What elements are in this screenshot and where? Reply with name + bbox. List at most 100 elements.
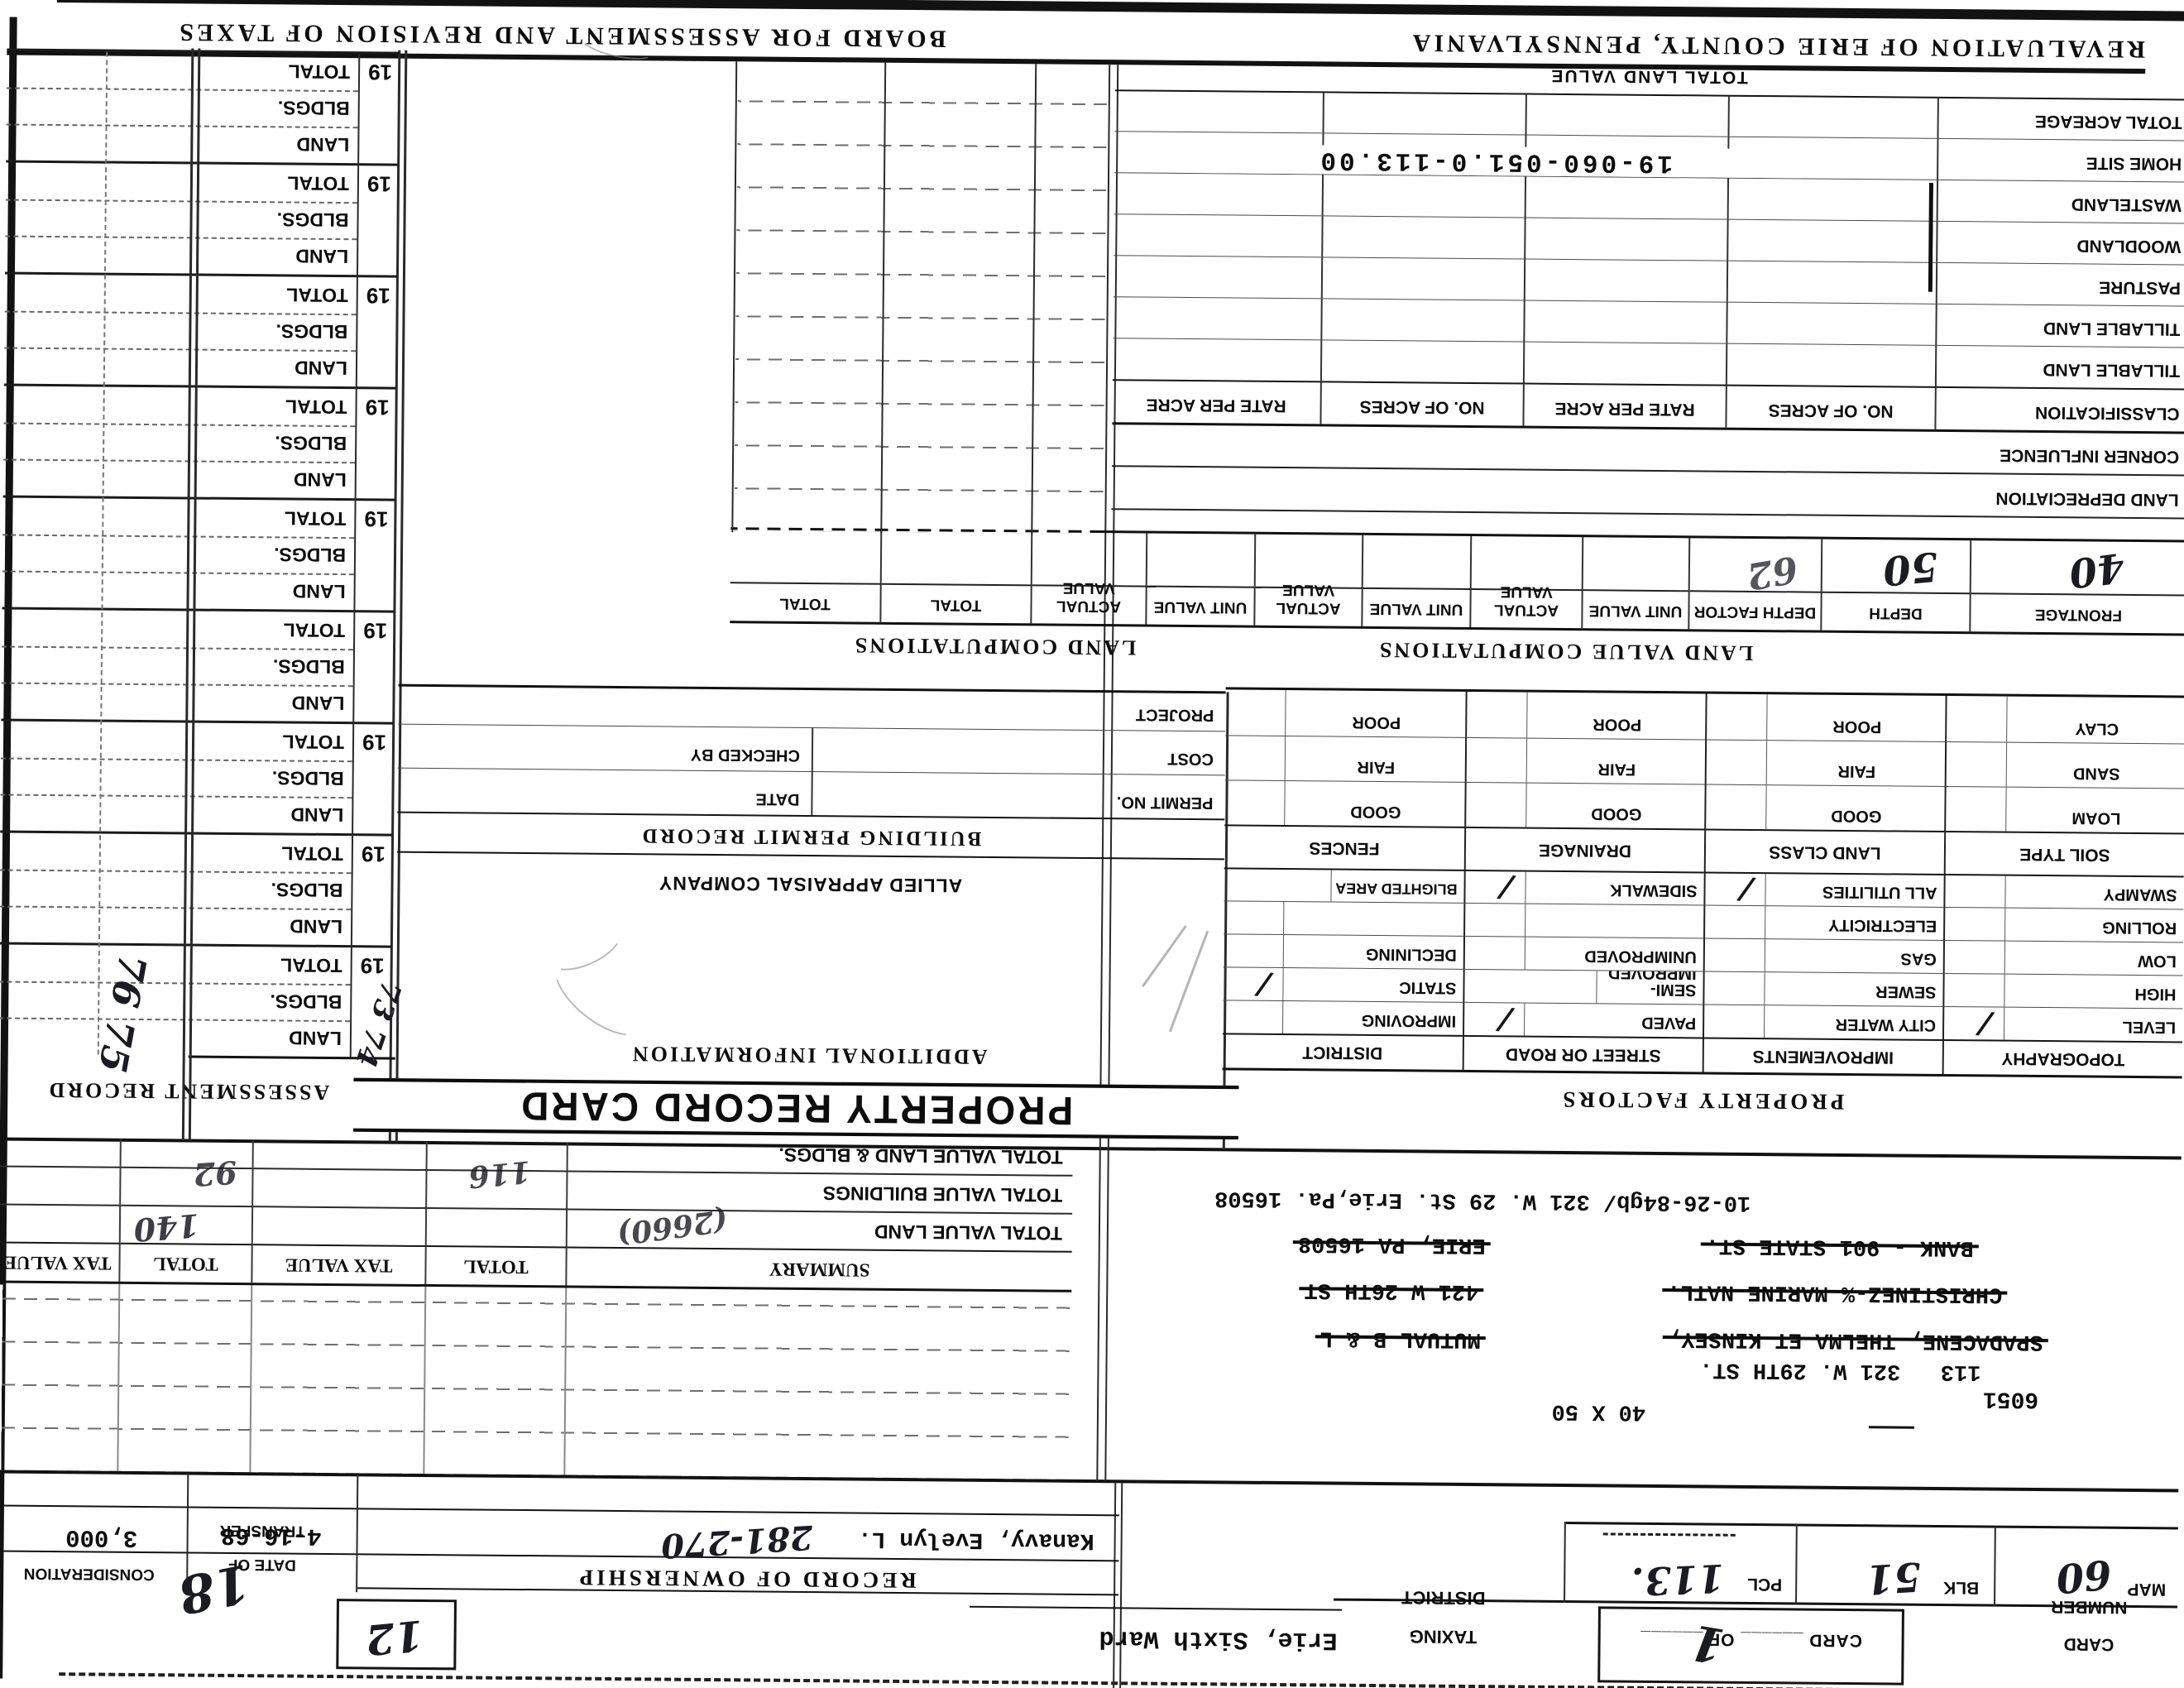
assessment-row: BLDGS. <box>1 645 354 686</box>
soil-cell: FAIR <box>1464 736 1706 784</box>
pf-cell: IMPROVING <box>1223 1000 1463 1035</box>
summary-header: TAX VALUE <box>0 1241 121 1282</box>
check-mark: / <box>1497 869 1515 905</box>
soil-checkbox <box>1707 693 1768 741</box>
rule <box>1564 1522 1566 1604</box>
year-prefix: 19 <box>366 171 392 197</box>
lvc-header: ACTUAL VALUE <box>1471 583 1583 629</box>
assessment-blocks: 19 LAND BLDGS. TOTAL 19 LAND BLDGS. TOTA… <box>0 48 400 1057</box>
barcode <box>1213 176 1934 292</box>
assessment-row: TOTAL <box>6 163 357 203</box>
classification-header: NO. OF ACRES <box>1727 384 1937 429</box>
classification-cell <box>1525 300 1728 343</box>
assessment-row-label: TOTAL <box>284 507 347 530</box>
assessment-row: TOTAL <box>3 386 355 426</box>
soil-value: GOOD <box>1831 806 1882 826</box>
lvc-cell <box>881 530 1033 585</box>
pf-item-label: PAVED <box>1641 1013 1697 1033</box>
pf-cell: LOW <box>1942 939 2184 976</box>
assessment-row-label: TOTAL <box>285 396 347 419</box>
pf-item-label: SWAMPY <box>2103 885 2177 904</box>
classification-row-label: HOME SITE <box>1938 137 2184 182</box>
soil-header: LAND CLASS <box>1703 828 1945 874</box>
consideration-value: 3,000 <box>65 1523 138 1551</box>
owner-history-name: CHRISTINEZ-% MARINE NATL. <box>1667 1278 2003 1307</box>
pf-col-header: IMPROVEMENTS <box>1702 1037 1942 1074</box>
classification-cell <box>1324 91 1527 135</box>
year-prefix: 19 <box>364 506 389 532</box>
soil-header: SOIL TYPE <box>1943 830 2184 876</box>
land-computations-title: LAND COMPUTATIONS <box>852 633 1137 660</box>
pf-item-label: SEWER <box>1875 982 1937 1001</box>
assessment-row: BLDGS. <box>0 869 352 909</box>
current-owner-line: 10-26-84gb/ 321 W. 29 St. Erie,Pa. 16508 <box>1214 1185 1751 1215</box>
pf-cell: SEWER <box>1703 971 1943 1006</box>
lvc-header: DEPTH <box>1822 591 1971 632</box>
soil-value: FAIR <box>1597 760 1636 779</box>
soil-value: CLAY <box>2075 719 2119 738</box>
year-prefix: 19 <box>365 395 390 420</box>
stamp-value: 12 <box>363 1610 426 1665</box>
pf-item-label: DECLINING <box>1365 944 1457 964</box>
pf-item-label: BLIGHTED AREA <box>1335 880 1458 898</box>
pf-checkbox <box>1944 974 2005 1007</box>
soil-checkbox <box>1225 689 1286 736</box>
assessment-row-label: LAND <box>293 468 347 492</box>
appraisal-company: ALLIED APPRAISAL COMPANY <box>658 872 963 897</box>
owner-history-name: BANK - 901 STATE ST. <box>1705 1232 1974 1260</box>
summary-cell <box>0 1203 122 1243</box>
year-prefix: 19 <box>360 953 385 979</box>
soil-value: GOOD <box>1350 802 1401 822</box>
soil-value: FAIR <box>1837 761 1876 781</box>
soil-checkbox <box>1946 742 2008 787</box>
assessment-row-label: LAND <box>294 357 348 380</box>
classification-cell <box>1114 89 1324 133</box>
soil-value: LOAM <box>2071 808 2121 827</box>
building-permit-table: BUILDING PERMIT RECORD PERMIT NO. DATE C… <box>396 683 1226 861</box>
assessment-row-label: TOTAL <box>288 60 351 84</box>
pf-cell: GAS <box>1703 938 1944 973</box>
pf-checkbox <box>1223 1000 1284 1034</box>
lvc-header: TOTAL <box>881 583 1032 624</box>
assessment-row: TOTAL <box>7 51 358 91</box>
owner-history-addr: 421 W 26TH ST <box>1304 1277 1479 1304</box>
permit-cost-cell: COST <box>811 727 1226 775</box>
assessment-row-label: LAND <box>295 245 349 268</box>
depth-factor-value: 62 <box>1743 547 1801 597</box>
pf-checkbox <box>1945 875 2006 908</box>
soil-cell: FAIR <box>1224 735 1466 782</box>
depth-value: 50 <box>1880 542 1941 594</box>
pf-cell: SIDEWALK / <box>1463 869 1704 905</box>
pf-cell: DECLINING <box>1223 933 1464 969</box>
assessment-year-block: 19 LAND BLDGS. TOTAL <box>2 383 396 499</box>
permit-date-cell: DATE <box>397 767 812 816</box>
assessment-row-label: TOTAL <box>286 284 348 307</box>
rule <box>1565 1522 2178 1530</box>
lvc-header: ACTUAL VALUE <box>1032 579 1147 625</box>
assessment-row-label: LAND <box>290 803 344 827</box>
banner-board: BOARD FOR ASSESSMENT AND REVISION OF TAX… <box>176 18 946 53</box>
classification-cell <box>1729 94 1939 138</box>
pf-item-label: LEVEL <box>2122 1017 2177 1037</box>
pf-checkbox: / <box>1943 1006 2005 1042</box>
pf-item-label: IMPROVING <box>1361 1010 1457 1030</box>
classification-header: CLASSIFICATION <box>1936 386 2184 432</box>
assessment-row: LAND <box>2 458 355 499</box>
assessment-row: LAND <box>0 1017 351 1057</box>
classification-cell <box>1322 298 1525 342</box>
taxing-district-label: TAXING DISTRICT <box>1345 1567 1561 1667</box>
pf-checkbox: / <box>1465 869 1526 905</box>
lvc-header: UNIT VALUE <box>1147 585 1256 626</box>
summary-cell <box>0 1138 122 1167</box>
summary-cell <box>253 1168 428 1208</box>
pcl-value: 113. <box>1631 1555 1726 1604</box>
lvc-cell <box>730 530 883 583</box>
pf-checkbox: / <box>1223 966 1284 1002</box>
assessment-row: TOTAL <box>0 832 352 872</box>
assessment-row: TOTAL <box>2 609 353 649</box>
assessment-year-block: 19 LAND BLDGS. TOTAL <box>4 160 399 276</box>
check-mark: / <box>1737 871 1755 907</box>
additional-information-title: ADDITIONAL INFORMATION <box>630 1042 988 1069</box>
assessment-row-label: LAND <box>296 133 350 156</box>
